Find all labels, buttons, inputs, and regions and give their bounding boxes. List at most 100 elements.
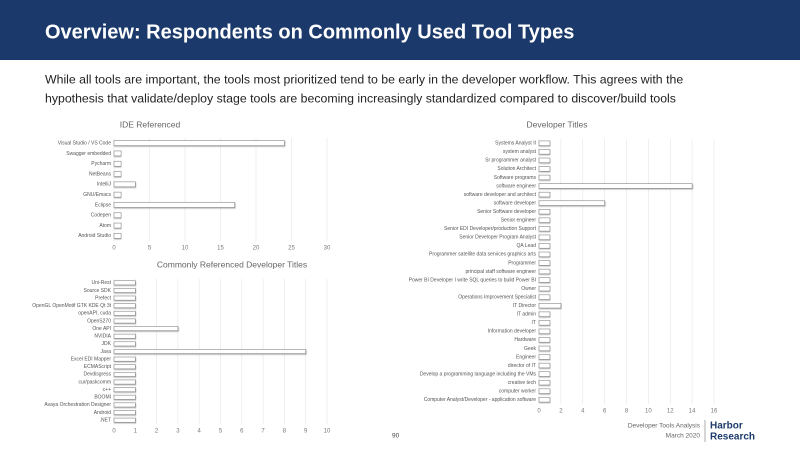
category-label: system analyst bbox=[503, 149, 537, 155]
bar bbox=[538, 200, 605, 206]
bar bbox=[113, 364, 136, 370]
category-label: Develop a programming language including… bbox=[420, 371, 537, 377]
x-tick-label: 0 bbox=[537, 409, 541, 415]
category-label: Prefect bbox=[95, 295, 111, 301]
category-label: Solution Architect bbox=[497, 166, 536, 172]
category-label: Java bbox=[100, 349, 111, 355]
bar bbox=[113, 341, 136, 347]
footer-doc: Developer Tools Analysis bbox=[628, 423, 701, 430]
bar bbox=[113, 233, 122, 239]
bar bbox=[538, 345, 551, 352]
bar bbox=[538, 157, 551, 164]
chart-title: Commonly Referenced Developer Titles bbox=[157, 259, 307, 269]
bar bbox=[113, 326, 179, 332]
bar bbox=[538, 371, 551, 377]
bar bbox=[538, 209, 551, 215]
bar bbox=[113, 212, 122, 219]
bar bbox=[113, 222, 122, 229]
category-label: Geek bbox=[524, 346, 536, 352]
category-label: OpenS270 bbox=[87, 318, 111, 324]
x-tick-label: 4 bbox=[581, 409, 585, 415]
bar bbox=[538, 397, 551, 403]
bar bbox=[538, 166, 551, 172]
category-label: Swagger embedded bbox=[66, 151, 111, 157]
category-label: principal staff software engineer bbox=[465, 269, 536, 275]
category-label: Eclipse bbox=[95, 202, 111, 208]
category-label: IT admin bbox=[517, 312, 537, 318]
subtitle-line: While all tools are important, the tools… bbox=[45, 72, 683, 86]
category-label: Hardware bbox=[514, 337, 536, 343]
category-label: Sr programmer analyst bbox=[485, 158, 536, 164]
category-label: software developer bbox=[494, 200, 537, 206]
bar bbox=[538, 268, 551, 275]
x-tick-label: 4 bbox=[198, 429, 202, 435]
x-tick-label: 5 bbox=[148, 246, 152, 252]
x-tick-label: 6 bbox=[240, 429, 244, 435]
bar bbox=[113, 171, 122, 177]
category-label: BOOMI bbox=[94, 395, 111, 401]
category-label: cur/paskcomm bbox=[78, 379, 111, 385]
category-label: NVIDIA bbox=[94, 334, 111, 340]
category-label: ECMAScript bbox=[84, 364, 112, 370]
bar bbox=[538, 285, 551, 292]
category-label: Senior EDI Developer/production Support bbox=[444, 226, 537, 232]
bar bbox=[538, 303, 562, 309]
category-label: Atom bbox=[99, 223, 111, 229]
x-tick-label: 10 bbox=[324, 429, 331, 435]
x-tick-label: 3 bbox=[176, 429, 180, 435]
logo: Research bbox=[710, 432, 755, 443]
category-label: Power BI Developer I write SQL queries t… bbox=[409, 277, 536, 283]
category-label: Programmer bbox=[508, 260, 536, 266]
bar bbox=[113, 349, 306, 354]
x-tick-label: 9 bbox=[304, 429, 308, 435]
bar bbox=[538, 354, 551, 360]
chart-title: Developer Titles bbox=[527, 119, 588, 129]
x-tick-label: 1 bbox=[134, 429, 138, 435]
bar bbox=[538, 217, 551, 223]
category-label: One API bbox=[92, 326, 111, 332]
category-label: computer worker bbox=[499, 389, 537, 395]
bar bbox=[113, 356, 136, 362]
x-tick-label: 30 bbox=[324, 246, 331, 252]
bar bbox=[538, 251, 551, 258]
category-label: NetBeans bbox=[89, 171, 111, 177]
category-label: Senior Developer Program Analyst bbox=[459, 235, 536, 241]
category-label: Programmer satellite data services graph… bbox=[429, 252, 536, 258]
category-label: Visual Studio / VS Code bbox=[58, 140, 111, 146]
category-label: Pycharm bbox=[91, 161, 111, 167]
bar bbox=[113, 318, 136, 324]
bar bbox=[538, 183, 693, 189]
bar bbox=[538, 328, 551, 334]
bar bbox=[538, 234, 551, 240]
category-label: Senior Software developer bbox=[477, 209, 536, 215]
category-label: QA Lead bbox=[517, 243, 537, 249]
bar bbox=[113, 202, 235, 208]
category-label: IT bbox=[532, 320, 536, 326]
category-label: Computer Analyst/Developer - application… bbox=[424, 397, 536, 403]
x-tick-label: 6 bbox=[603, 409, 607, 415]
bar bbox=[113, 288, 136, 293]
category-label: OpenGL OpenMotif GTK KDE Qt 3t bbox=[32, 303, 111, 309]
bar bbox=[113, 417, 136, 423]
x-tick-label: 5 bbox=[219, 429, 223, 435]
category-label: creative tech bbox=[508, 380, 537, 386]
category-label: software developer and architect bbox=[464, 192, 537, 198]
page-number: 90 bbox=[392, 433, 400, 440]
bar bbox=[113, 280, 136, 286]
category-label: Engineer bbox=[516, 354, 536, 360]
bar bbox=[538, 362, 551, 369]
bar bbox=[538, 277, 551, 283]
category-label: Android bbox=[94, 410, 111, 416]
x-tick-label: 15 bbox=[217, 246, 224, 252]
chart-title: IDE Referenced bbox=[120, 119, 181, 129]
category-label: Avaya Orchestration Designer bbox=[44, 402, 111, 408]
category-label: software engineer bbox=[496, 183, 536, 189]
category-label: director of IT bbox=[508, 363, 536, 369]
x-tick-label: 2 bbox=[559, 409, 563, 415]
bar bbox=[538, 260, 551, 266]
x-tick-label: 0 bbox=[112, 246, 116, 252]
bar bbox=[113, 150, 122, 157]
header-band bbox=[0, 0, 800, 60]
bar bbox=[538, 337, 551, 343]
